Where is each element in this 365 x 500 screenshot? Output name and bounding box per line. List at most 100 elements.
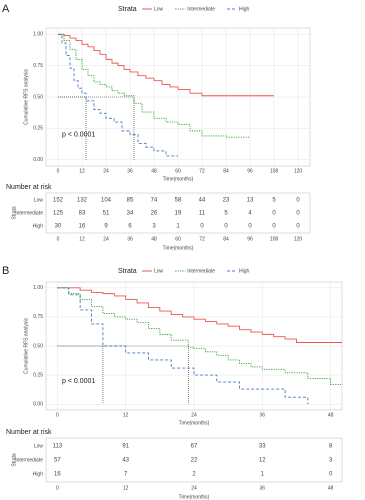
risk-table-y-label: Strata: [11, 206, 17, 220]
risk-row-label: High: [33, 471, 44, 477]
y-tick-label: 0.00: [33, 402, 43, 408]
x-tick-label: 48: [151, 168, 157, 174]
risk-row-label: High: [33, 223, 44, 229]
risk-count: 4: [248, 211, 252, 217]
risk-count: 0: [296, 211, 300, 217]
risk-count: 30: [55, 224, 62, 230]
y-tick-label: 0.50: [33, 94, 43, 100]
x-tick-label: 108: [270, 236, 279, 242]
x-tick-label: 12: [79, 168, 85, 174]
risk-count: 16: [79, 224, 86, 230]
x-tick-label: 60: [175, 236, 181, 242]
x-tick-label: 24: [191, 485, 197, 491]
risk-count: 0: [248, 224, 252, 230]
legend-title: Strata: [118, 6, 137, 13]
risk-count: 58: [175, 198, 182, 204]
y-tick-label: 0.50: [33, 343, 43, 349]
risk-count: 132: [77, 198, 88, 204]
x-tick-label: 48: [328, 412, 334, 418]
y-tick-label: 0.00: [33, 157, 43, 163]
risk-count: 23: [223, 198, 230, 204]
x-tick-label: 12: [123, 412, 129, 418]
panel-label: A: [2, 3, 10, 15]
risk-count: 0: [224, 224, 228, 230]
x-axis-label: Time(months): [163, 176, 194, 182]
x-tick-label: 48: [328, 485, 334, 491]
risk-count: 0: [272, 211, 276, 217]
x-tick-label: 60: [175, 168, 181, 174]
risk-count: 5: [272, 198, 276, 204]
risk-count: 57: [54, 458, 61, 464]
legend-label: High: [239, 268, 250, 274]
risk-count: 0: [329, 472, 333, 478]
x-tick-label: 36: [260, 485, 266, 491]
legend-label: Intermediate: [187, 6, 215, 12]
x-tick-label: 36: [260, 412, 266, 418]
risk-count: 152: [53, 198, 64, 204]
risk-count: 22: [191, 458, 198, 464]
x-axis-label: Time(months): [163, 245, 194, 251]
legend-label: Low: [154, 268, 164, 274]
y-tick-label: 1.00: [33, 32, 43, 38]
risk-count: 83: [79, 211, 86, 217]
p-value: p < 0.0001: [62, 131, 95, 138]
risk-count: 67: [191, 444, 198, 450]
x-tick-label: 36: [127, 236, 133, 242]
x-axis-label: Time(months): [179, 494, 210, 500]
risk-table-frame: [45, 192, 311, 234]
y-tick-label: 0.75: [33, 314, 43, 320]
risk-count: 9: [104, 224, 108, 230]
y-tick-label: 0.25: [33, 372, 43, 378]
x-tick-label: 72: [199, 236, 205, 242]
survival-curve: [58, 33, 250, 138]
survival-curve: [57, 287, 342, 385]
legend-title: Strata: [118, 268, 137, 275]
risk-count: 3: [329, 458, 333, 464]
x-axis-label: Time(months): [179, 420, 210, 426]
legend-label: High: [239, 6, 250, 12]
risk-count: 51: [103, 211, 110, 217]
risk-count: 12: [259, 458, 266, 464]
risk-count: 43: [122, 458, 129, 464]
x-tick-label: 84: [223, 168, 229, 174]
risk-count: 91: [122, 444, 129, 450]
legend-label: Intermediate: [187, 268, 215, 274]
x-tick-label: 0: [57, 236, 60, 242]
x-tick-label: 12: [79, 236, 85, 242]
risk-count: 13: [247, 198, 254, 204]
x-tick-label: 0: [57, 168, 60, 174]
x-tick-label: 108: [270, 168, 279, 174]
x-tick-label: 0: [56, 485, 59, 491]
x-tick-label: 72: [199, 168, 205, 174]
risk-count: 26: [151, 211, 158, 217]
risk-row-label: Intermediate: [15, 210, 43, 216]
y-tick-label: 0.25: [33, 126, 43, 132]
risk-count: 2: [192, 472, 196, 478]
x-tick-label: 24: [103, 236, 109, 242]
risk-count: 19: [175, 211, 182, 217]
risk-count: 1: [261, 472, 265, 478]
risk-count: 44: [199, 198, 206, 204]
risk-table-y-label: Strata: [11, 453, 17, 467]
survival-curve: [57, 287, 342, 343]
risk-row-label: Intermediate: [15, 457, 43, 463]
risk-row-label: Low: [34, 443, 44, 449]
risk-count: 113: [53, 444, 63, 450]
risk-count: 0: [296, 224, 300, 230]
risk-count: 0: [200, 224, 204, 230]
risk-table-frame: [45, 437, 343, 483]
risk-count: 1: [176, 224, 180, 230]
risk-count: 7: [124, 472, 128, 478]
x-tick-label: 24: [103, 168, 109, 174]
risk-count: 0: [296, 198, 300, 204]
risk-count: 11: [199, 211, 206, 217]
survival-curve: [58, 33, 178, 157]
risk-count: 5: [224, 211, 228, 217]
risk-count: 33: [259, 444, 266, 450]
risk-count: 8: [329, 444, 333, 450]
y-axis-label: Cumulative RFS analysis: [23, 318, 29, 374]
x-tick-label: 24: [191, 412, 197, 418]
risk-table-title: Number at risk: [6, 184, 52, 191]
survival-curve: [58, 33, 274, 97]
